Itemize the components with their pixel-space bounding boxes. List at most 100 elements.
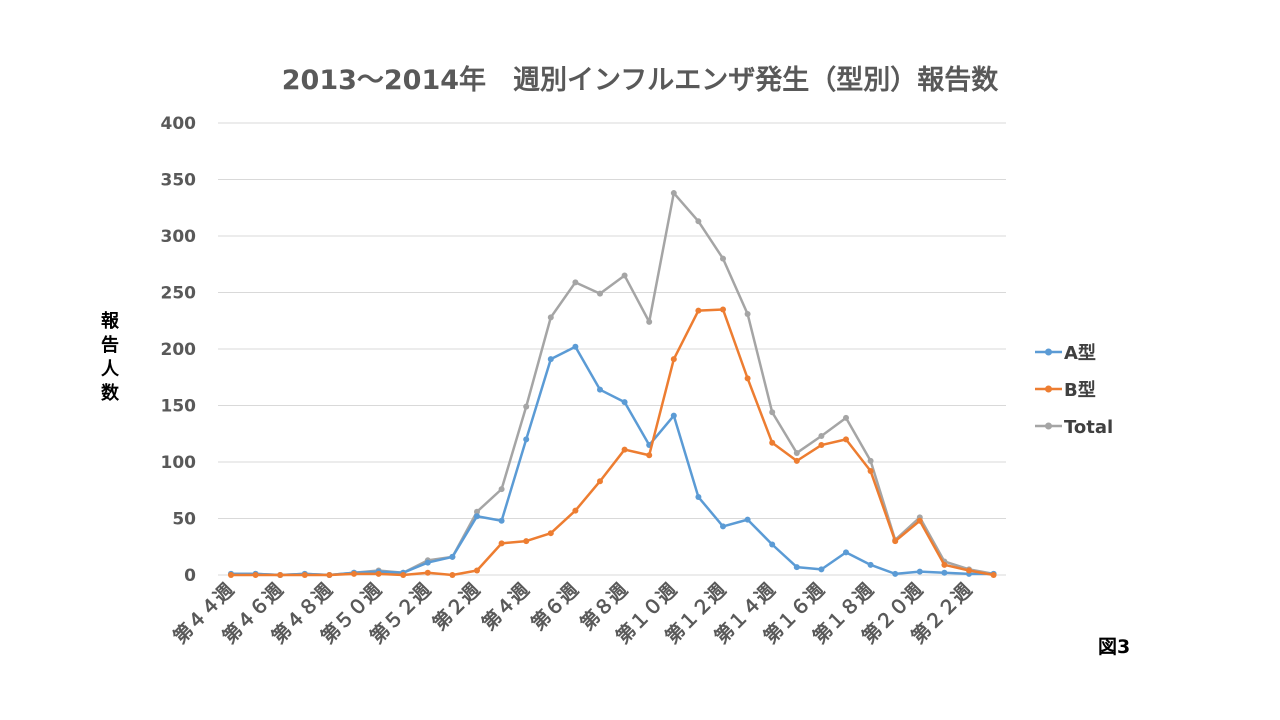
- data-point: [523, 403, 530, 410]
- series-1: [228, 306, 997, 578]
- data-point: [941, 569, 948, 576]
- series-line: [231, 345, 994, 577]
- data-point: [867, 561, 874, 568]
- legend-marker: [1045, 385, 1052, 393]
- y-tick-label: 400: [161, 114, 197, 134]
- data-point: [818, 566, 825, 573]
- data-point: [818, 433, 825, 440]
- data-point: [744, 310, 751, 317]
- y-tick-label: 100: [161, 453, 197, 473]
- data-point: [474, 508, 480, 515]
- x-tick-label: 第６週: [526, 578, 583, 635]
- chart-title: 2013～2014年 週別インフルエンザ発生（型別）報告数: [282, 64, 999, 96]
- series-line: [231, 191, 994, 577]
- data-point: [498, 540, 505, 547]
- data-point: [424, 559, 431, 566]
- data-point: [695, 307, 702, 314]
- data-point: [966, 567, 972, 574]
- data-point: [990, 572, 997, 578]
- data-point: [793, 457, 800, 464]
- data-point: [572, 507, 579, 514]
- data-point: [744, 516, 751, 523]
- data-point: [523, 436, 530, 443]
- legend-item: Total: [1035, 417, 1113, 438]
- y-axis-ticks: 0 50 100 150 200 250 300 350 400: [161, 114, 197, 586]
- x-axis-ticks: 第４４週第４６週第４８週第５０週第５２週第２週第４週第６週第８週第１０週第１２週…: [169, 578, 977, 648]
- data-point: [843, 414, 849, 421]
- data-point: [720, 306, 726, 313]
- data-point: [547, 356, 554, 363]
- data-point: [769, 439, 776, 446]
- data-point: [621, 272, 628, 279]
- y-tick-label: 50: [172, 510, 196, 530]
- data-point: [228, 572, 234, 578]
- data-point: [400, 572, 407, 578]
- data-point: [916, 517, 923, 524]
- data-point: [720, 255, 726, 262]
- data-point: [744, 375, 751, 382]
- data-point: [843, 549, 849, 556]
- data-point: [597, 386, 603, 393]
- data-point: [916, 568, 923, 575]
- legend-item: A型: [1035, 342, 1096, 364]
- legend-item: B型: [1035, 379, 1096, 401]
- legend: A型 B型 Total: [1035, 342, 1113, 438]
- y-tick-label: 350: [161, 171, 197, 191]
- data-point: [449, 553, 456, 560]
- figure-label: 図3: [1098, 636, 1130, 658]
- data-point: [769, 409, 776, 416]
- data-point: [793, 449, 800, 456]
- data-point: [424, 569, 431, 576]
- data-point: [597, 290, 603, 297]
- data-point: [720, 523, 726, 530]
- data-point: [474, 567, 480, 574]
- data-point: [646, 452, 653, 459]
- data-point: [892, 570, 899, 577]
- data-point: [646, 318, 653, 325]
- data-point: [621, 399, 628, 406]
- y-tick-label: 150: [161, 397, 197, 417]
- y-tick-label: 250: [161, 284, 197, 304]
- legend-marker: [1045, 348, 1052, 356]
- legend-label: B型: [1064, 379, 1096, 401]
- data-point: [941, 561, 948, 568]
- data-point: [474, 513, 480, 520]
- data-point: [695, 494, 702, 501]
- data-point: [449, 572, 456, 578]
- data-point: [547, 530, 554, 537]
- series-line: [231, 308, 994, 577]
- series-2: [228, 190, 997, 578]
- data-point: [252, 572, 259, 578]
- data-point: [867, 457, 874, 464]
- data-point: [572, 279, 579, 286]
- data-point: [301, 572, 308, 578]
- data-point: [523, 538, 530, 545]
- y-tick-label: 300: [161, 227, 197, 247]
- data-point: [597, 478, 603, 485]
- series-0: [228, 343, 997, 578]
- data-point: [351, 570, 357, 577]
- data-point: [769, 541, 776, 548]
- data-point: [498, 486, 505, 493]
- data-point: [793, 564, 800, 571]
- data-point: [621, 446, 628, 453]
- data-point: [670, 356, 677, 363]
- data-point: [572, 343, 579, 350]
- legend-marker: [1045, 422, 1052, 430]
- x-tick-label: 第２週: [428, 578, 485, 635]
- y-tick-label: 0: [184, 566, 196, 586]
- data-point: [326, 572, 333, 578]
- data-point: [695, 218, 702, 225]
- data-point: [498, 517, 505, 524]
- data-point: [547, 314, 554, 321]
- y-tick-label: 200: [161, 340, 197, 360]
- gridlines: [218, 122, 1006, 576]
- y-axis-label: 報告人数: [101, 310, 120, 404]
- data-point: [843, 436, 849, 443]
- data-point: [892, 538, 899, 545]
- data-point: [670, 412, 677, 419]
- data-point: [818, 442, 825, 449]
- data-point: [375, 570, 382, 577]
